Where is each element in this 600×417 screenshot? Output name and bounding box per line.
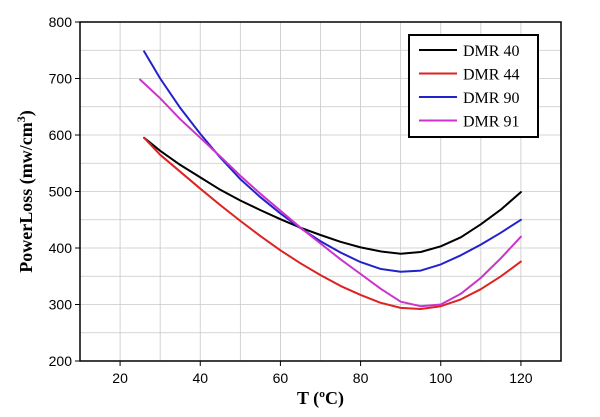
x-tick-label: 60 [273,370,289,386]
legend-label: DMR 90 [463,90,519,107]
y-tick-label: 700 [49,71,73,87]
y-axis-label-main: PowerLoss (mw/cm [16,122,37,272]
series-line-dmr-91 [139,78,522,308]
series-line-dmr-44 [143,136,522,310]
y-axis-label: PowerLoss (mw/cm3) [14,110,37,272]
x-axis-label: T (ºC) [297,388,344,409]
legend: DMR 40 DMR 44 DMR 90 DMR 91 [408,34,539,138]
x-tick-label: 100 [429,370,453,386]
series-line-dmr-40 [143,136,522,255]
legend-label: DMR 91 [463,114,519,131]
x-tick-label: 20 [112,370,128,386]
x-tick-label: 120 [509,370,533,386]
y-tick-label: 300 [49,297,73,313]
x-tick-label: 40 [192,370,208,386]
y-tick-label: 200 [49,353,73,369]
legend-label: DMR 44 [463,67,519,84]
grid-lines [80,22,561,361]
y-tick-label: 600 [49,127,73,143]
legend-box [408,34,539,138]
x-axis-ticks: 20 40 60 80 100 120 [112,361,533,386]
legend-label: DMR 40 [463,43,519,60]
x-tick-label: 80 [353,370,369,386]
y-tick-label: 500 [49,184,73,200]
y-tick-label: 400 [49,240,73,256]
y-axis-ticks: 200 300 400 500 600 700 800 [49,14,80,369]
series-lines [139,50,522,310]
y-axis-label-close: ) [16,110,37,116]
y-axis-label-superscript: 3 [14,116,28,122]
y-tick-label: 800 [49,14,73,30]
series-line-dmr-90 [143,50,522,273]
